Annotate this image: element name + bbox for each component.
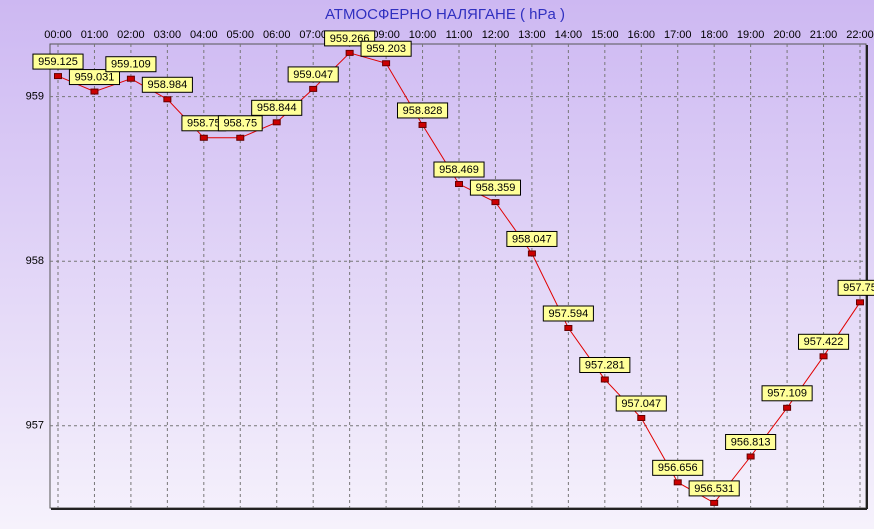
value-label: 958.75 xyxy=(187,118,221,130)
value-label-box xyxy=(32,53,84,70)
point-marker xyxy=(819,353,828,360)
value-label-box xyxy=(837,279,874,296)
x-tick-label: 05:00 xyxy=(227,29,255,41)
plot: 957 958 959 00:00 01:00 02:00 03:00 04:00 05:00 0… xyxy=(26,29,874,508)
x-tick-label: 02:00 xyxy=(117,29,145,41)
value-label: 959.203 xyxy=(366,43,406,55)
x-tick-label: 12:00 xyxy=(482,29,510,41)
point-marker xyxy=(710,499,719,506)
point-marker xyxy=(856,299,864,306)
y-tick-label: 958 xyxy=(26,255,44,267)
point-marker xyxy=(746,453,755,460)
x-tick-label: 14:00 xyxy=(555,29,583,41)
value-label-box xyxy=(141,76,193,93)
x-tick-label: 18:00 xyxy=(700,29,728,41)
value-label-box xyxy=(469,179,522,196)
value-label: 956.531 xyxy=(694,483,734,495)
value-label-box xyxy=(761,385,813,402)
value-label-box xyxy=(360,40,412,57)
value-label: 959.109 xyxy=(111,59,151,71)
value-label-box xyxy=(396,102,449,119)
value-label: 959.031 xyxy=(75,71,115,83)
x-tick-label: 07:00 xyxy=(299,29,327,41)
x-tick-label: 06:00 xyxy=(263,29,291,41)
value-label-box xyxy=(251,99,303,116)
value-label-box xyxy=(542,305,594,322)
chart-title: АТМОСФЕРНО НАЛЯГАНЕ ( hPa ) xyxy=(325,6,565,23)
value-label-box xyxy=(68,69,121,86)
y-tick-label: 959 xyxy=(26,91,44,103)
x-tick-label: 09:00 xyxy=(372,29,400,41)
value-label: 957.281 xyxy=(585,359,625,371)
x-tick-label: 01:00 xyxy=(81,29,109,41)
value-label: 957.109 xyxy=(767,388,807,400)
value-label: 959.125 xyxy=(38,56,78,68)
value-label: 958.844 xyxy=(257,102,297,114)
value-label: 959.266 xyxy=(330,33,370,45)
value-label: 956.813 xyxy=(731,436,771,448)
value-label-box xyxy=(725,433,777,450)
point-marker xyxy=(90,88,99,95)
x-tick-label: 19:00 xyxy=(737,29,765,41)
value-label: 958.828 xyxy=(403,105,443,117)
x-tick-label: 11:00 xyxy=(446,29,473,41)
point-marker xyxy=(527,250,536,257)
value-label-box xyxy=(287,66,339,83)
point-marker xyxy=(673,479,682,486)
value-label: 958.469 xyxy=(439,164,479,176)
value-label: 958.047 xyxy=(512,233,552,245)
point-marker xyxy=(637,414,646,421)
point-marker xyxy=(54,73,62,80)
value-label-box xyxy=(105,56,157,73)
x-tick-label: 00:00 xyxy=(44,29,72,41)
value-label: 957.75 xyxy=(843,282,874,294)
point-marker xyxy=(309,85,318,92)
point-marker xyxy=(163,96,172,103)
point-marker xyxy=(126,75,135,82)
x-tick-label: 17:00 xyxy=(664,29,692,41)
point-marker xyxy=(491,199,500,206)
x-tick-label: 03:00 xyxy=(154,29,182,41)
point-marker xyxy=(345,49,354,56)
value-label: 956.656 xyxy=(658,462,698,474)
value-label: 957.594 xyxy=(548,308,588,320)
value-label-box xyxy=(579,356,631,373)
value-label: 958.984 xyxy=(147,79,187,91)
value-label-box xyxy=(652,459,704,476)
y-tick-label: 957 xyxy=(26,420,44,432)
point-marker xyxy=(783,404,792,411)
x-tick-label: 13:00 xyxy=(518,29,546,41)
x-tick-label: 04:00 xyxy=(190,29,218,41)
x-tick-label: 20:00 xyxy=(773,29,801,41)
value-label: 958.75 xyxy=(223,118,257,130)
x-tick-label: 16:00 xyxy=(628,29,656,41)
value-label-box xyxy=(615,395,667,412)
x-tick-label: 15:00 xyxy=(591,29,619,41)
point-marker xyxy=(272,119,281,126)
x-tick-label: 21:00 xyxy=(810,29,838,41)
point-marker xyxy=(236,134,245,141)
point-marker xyxy=(382,60,391,67)
value-label-box xyxy=(217,115,263,132)
point-marker xyxy=(455,181,463,188)
value-label-box xyxy=(688,480,740,497)
point-marker xyxy=(199,134,208,141)
x-tick-label: 22:00 xyxy=(846,29,874,41)
value-label: 958.359 xyxy=(476,182,516,194)
x-tick-label: 10:00 xyxy=(409,29,437,41)
value-label-box xyxy=(797,333,850,350)
value-label-box xyxy=(506,230,558,247)
value-label-box xyxy=(433,161,485,178)
point-marker xyxy=(600,376,609,383)
point-marker xyxy=(564,324,573,331)
value-label: 957.047 xyxy=(621,398,661,410)
value-label: 959.047 xyxy=(293,69,333,81)
point-marker xyxy=(418,121,427,128)
value-label: 957.422 xyxy=(804,336,844,348)
